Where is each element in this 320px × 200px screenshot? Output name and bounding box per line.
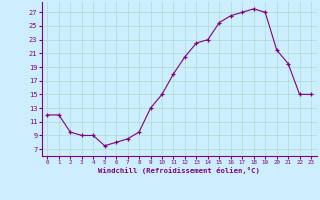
X-axis label: Windchill (Refroidissement éolien,°C): Windchill (Refroidissement éolien,°C) xyxy=(98,167,260,174)
